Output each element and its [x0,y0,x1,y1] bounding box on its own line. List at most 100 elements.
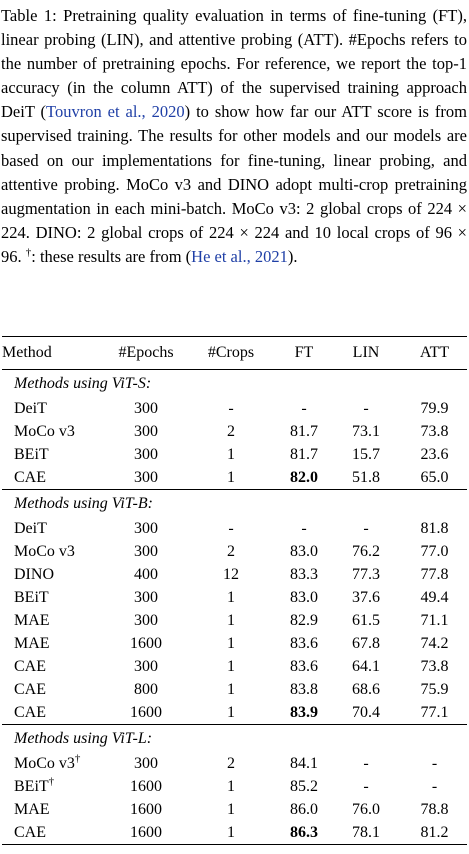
best-ft-value: 86.3 [290,824,318,841]
cell-lin: 64.1 [352,658,380,675]
cell-epochs: 300 [134,400,158,417]
cell-att: - [431,778,438,795]
citation-he[interactable]: He et al., 2021 [191,246,288,266]
cell-lin: 61.5 [352,612,380,629]
caption-text-c: : these results are from ( [31,246,192,266]
cell-crops: 1 [227,589,235,606]
table-row: BEiT 300 1 81.7 15.7 23.6 [2,443,467,466]
cell-att: 75.9 [420,681,449,698]
cell-lin: 68.6 [352,681,380,698]
cell-epochs: 1600 [108,821,184,845]
cell-method: BEiT [14,446,49,463]
cell-att: 78.8 [420,801,449,818]
cell-method: MoCo v3 [14,543,75,560]
best-ft-value: 83.9 [290,704,318,721]
caption-text-b: ) to show how far our ATT score is from … [1,102,467,266]
column-header: ATT [402,336,467,370]
cell-att: 81.8 [420,520,449,537]
cell-method: BEiT† [2,775,108,798]
table-row: CAE 1600 1 83.9 70.4 77.1 [2,701,467,725]
cell-crops: 1 [227,635,235,652]
cell-epochs: 300 [134,612,158,629]
cell-lin: 15.7 [352,446,380,463]
cell-ft: 83.0 [290,589,318,606]
citation-touvron[interactable]: Touvron et al., 2020 [46,102,185,122]
cell-ft: 83.8 [290,681,318,698]
cell-epochs: 1600 [130,801,162,818]
cell-method: BEiT [14,589,49,606]
cell-lin: 67.8 [352,635,380,652]
table-row: CAE 1600 1 86.3 78.1 81.2 [2,821,467,845]
cell-lin: 77.3 [352,566,380,583]
cell-method: MAE [14,612,50,629]
cell-att: 49.4 [420,589,449,606]
cell-crops: 1 [227,681,235,698]
cell-epochs: 300 [134,520,158,537]
column-header: LIN [330,336,402,370]
cell-ft: 84.1 [290,755,318,772]
cell-lin: 76.2 [352,543,380,560]
cell-method: CAE [14,681,46,698]
caption-text-d: ). [287,246,298,266]
cell-epochs: 300 [134,589,158,606]
cell-ft: 86.0 [290,801,318,818]
column-header: #Epochs [108,336,184,370]
cell-lin: 78.1 [330,821,402,845]
table-row: CAE 300 1 82.0 51.8 65.0 [2,466,467,490]
cell-crops: 2 [227,423,235,440]
cell-lin: - [363,755,369,772]
table-row: DeiT 300 - - - 79.9 [2,397,467,420]
cell-crops: 12 [223,566,239,583]
cell-ft: - [301,400,307,417]
cell-ft: 81.7 [290,446,318,463]
cell-method: MAE [14,801,50,818]
table-body: Methods using ViT-S: DeiT 300 - - - 79.9 MoCo v… [2,369,467,845]
cell-att: 79.9 [420,400,449,417]
cell-att: 77.1 [420,704,449,721]
cell-att: 74.2 [420,635,449,652]
cell-crops: - [228,520,234,537]
cell-crops: 1 [227,658,235,675]
cell-method: CAE [14,658,46,675]
table-row: CAE 300 1 83.6 64.1 73.8 [2,655,467,678]
cell-method: CAE [14,469,46,486]
cell-epochs: 300 [134,423,158,440]
group-title: Methods using ViT-L: [2,724,467,752]
dagger-mark: † [48,775,55,788]
best-ft-value: 82.0 [290,469,318,486]
method-name: MoCo v3 [14,755,75,772]
cell-ft: 83.9 [278,701,330,725]
cell-att: - [431,755,438,772]
table-row: BEiT 300 1 83.0 37.6 49.4 [2,586,467,609]
cell-lin: 37.6 [352,589,380,606]
cell-lin: 70.4 [352,704,380,721]
table-row: DINO 400 12 83.3 77.3 77.8 [2,563,467,586]
table-row: MAE 300 1 82.9 61.5 71.1 [2,609,467,632]
cell-epochs: 300 [134,543,158,560]
cell-crops: - [228,400,234,417]
table-row: MAE 1600 1 86.0 76.0 78.8 [2,798,467,821]
group-header-row: Methods using ViT-L: [2,724,467,752]
table-header-row: Method #Epochs #Crops FT LIN ATT [2,336,467,370]
cell-att: 23.6 [420,446,449,463]
table-row: DeiT 300 - - - 81.8 [2,517,467,540]
table-row: BEiT† 1600 1 85.2 - - [2,775,467,798]
table-caption: Table 1: Pretraining quality evaluation … [1,4,467,269]
cell-ft: - [301,520,307,537]
cell-epochs: 1600 [130,635,162,652]
cell-ft: 81.7 [290,423,318,440]
cell-ft: 83.0 [290,543,318,560]
cell-lin: 51.8 [352,469,380,486]
cell-att: 73.8 [420,423,449,440]
cell-method: CAE [14,704,46,721]
cell-ft: 86.3 [278,821,330,845]
cell-crops: 2 [227,755,235,772]
cell-method: DeiT [14,400,47,417]
cell-att: 65.0 [420,469,449,486]
column-header: FT [278,336,330,370]
cell-ft: 83.6 [290,658,318,675]
group-title: Methods using ViT-S: [2,369,467,397]
group-header-row: Methods using ViT-B: [2,489,467,517]
cell-method: MoCo v3† [2,752,108,775]
cell-epochs: 300 [134,469,158,486]
